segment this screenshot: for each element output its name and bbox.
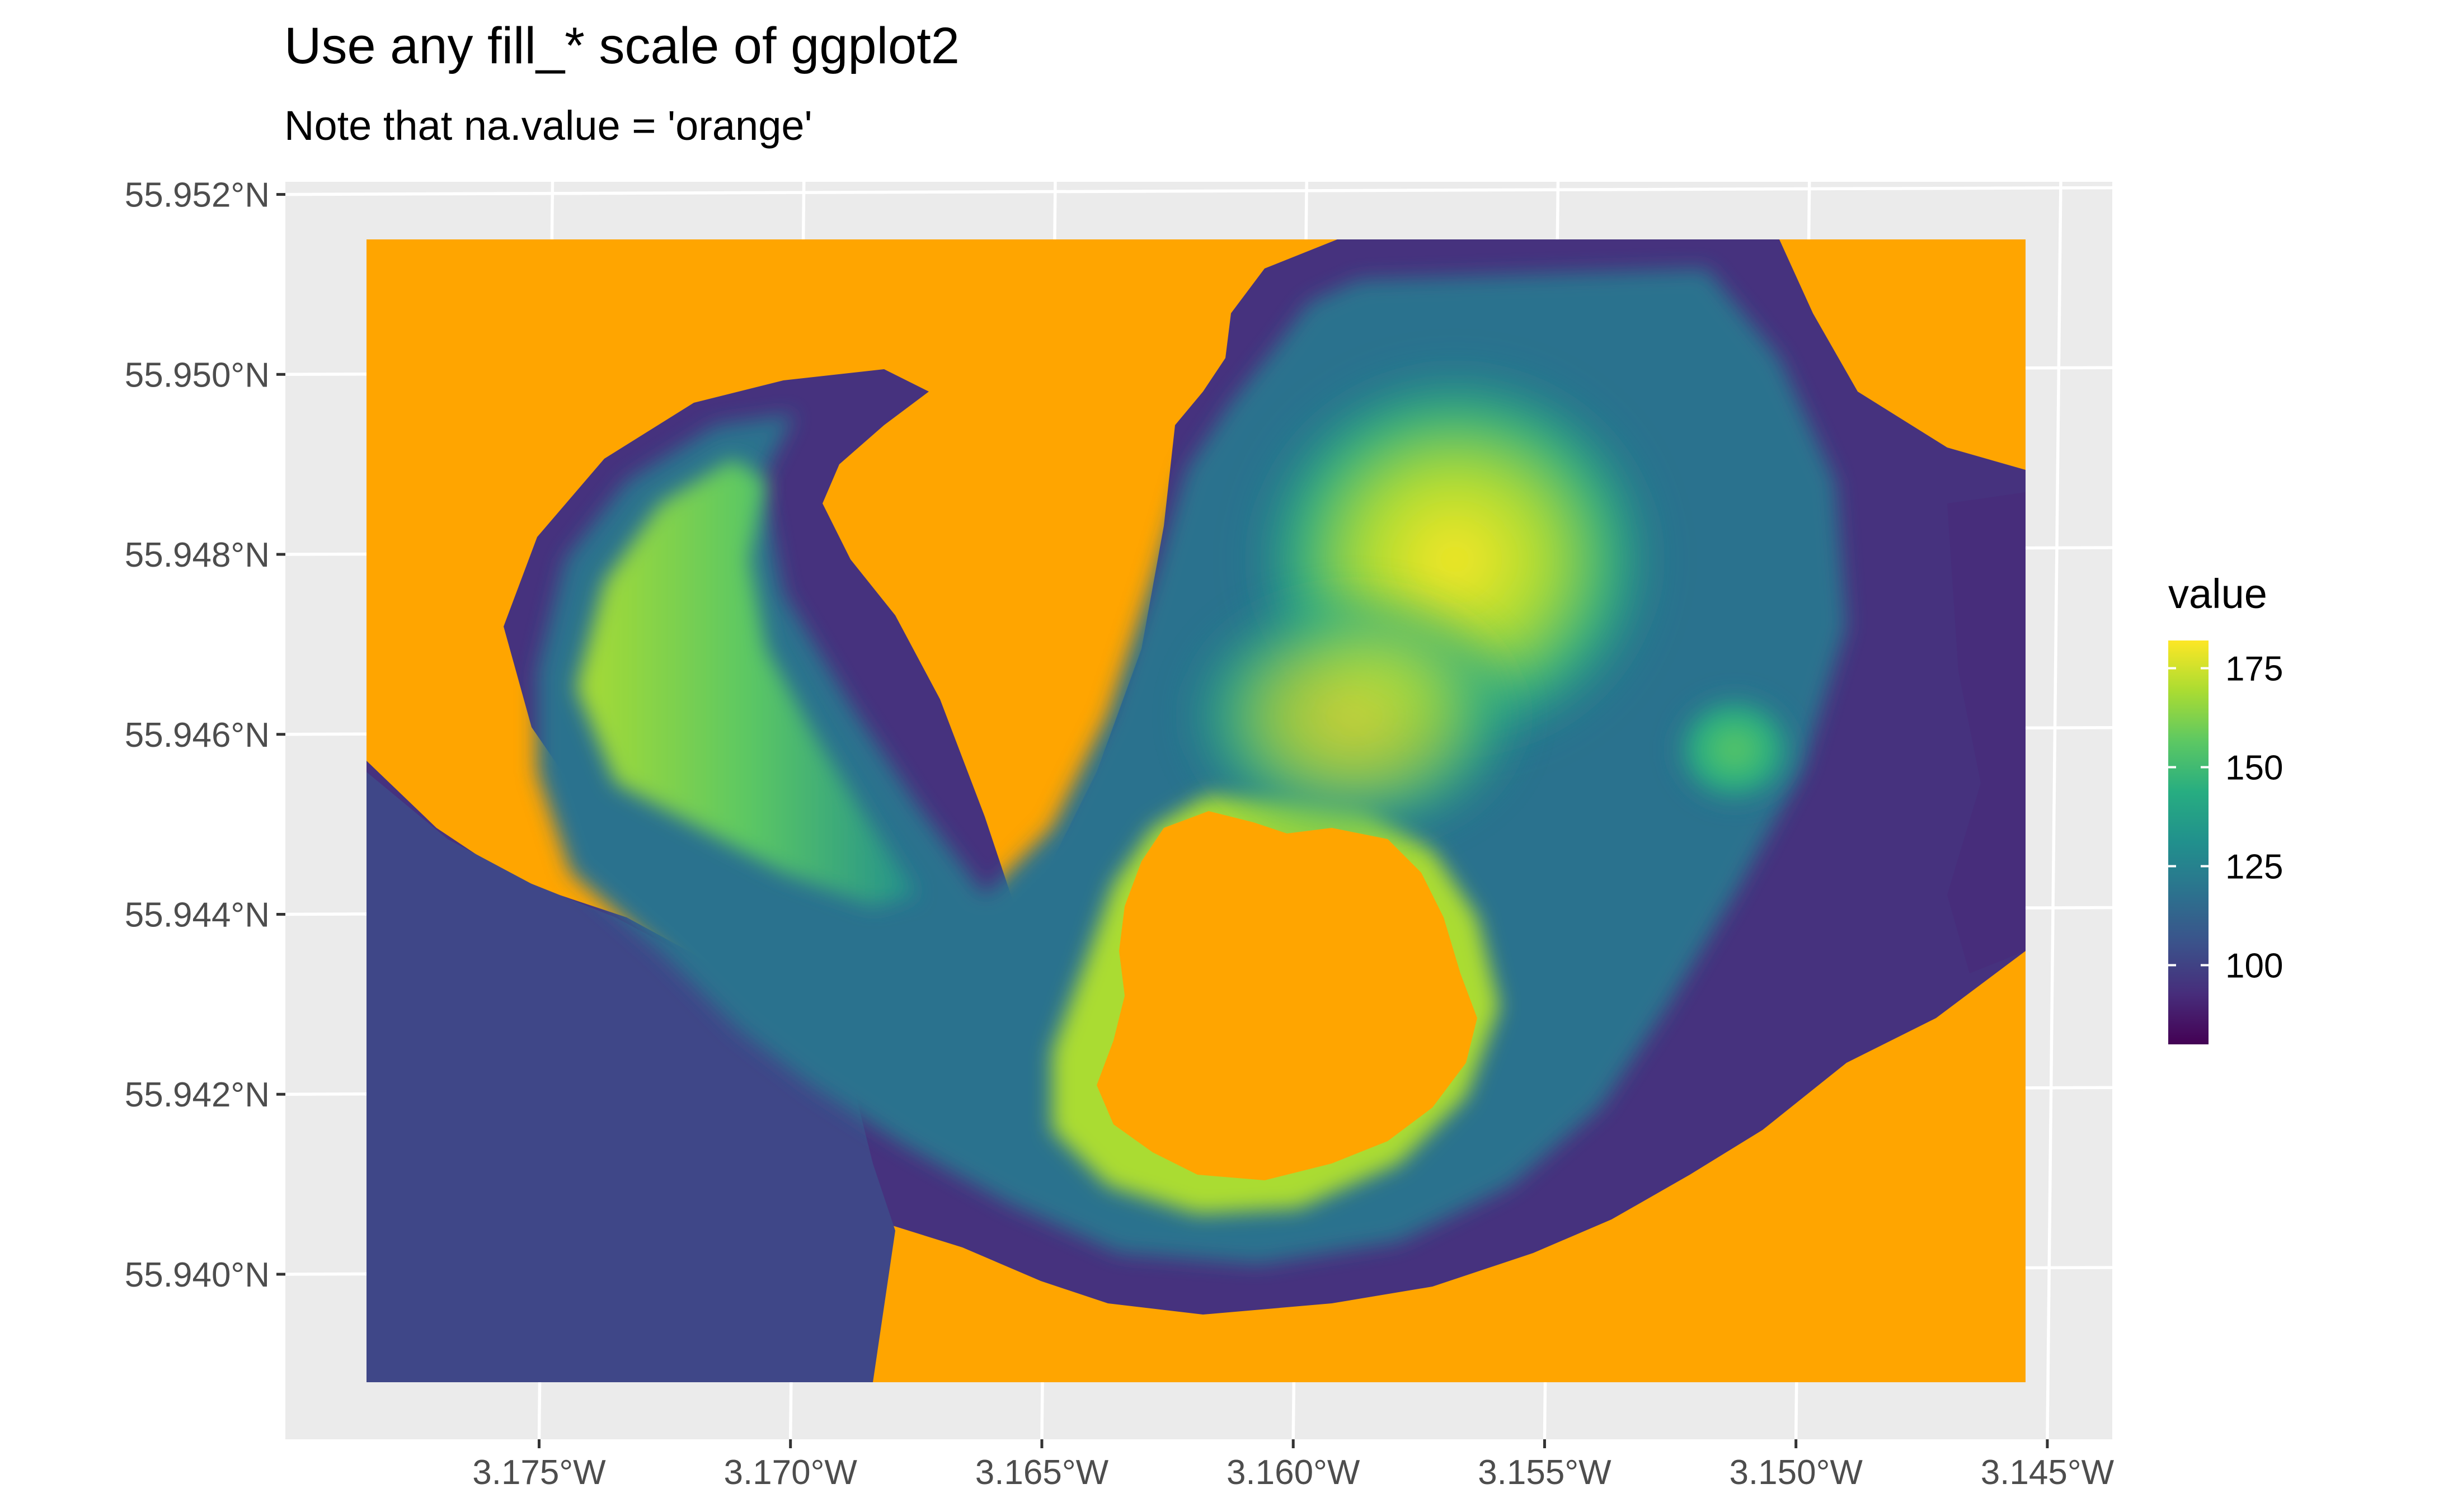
legend-title: value (2168, 571, 2267, 617)
raster-left-arm (576, 459, 918, 906)
y-tick-label: 55.946°N (125, 716, 270, 755)
legend-break-label: 125 (2225, 847, 2283, 886)
legend-break-label: 150 (2225, 749, 2283, 788)
x-tick-label: 3.165°W (975, 1453, 1109, 1492)
chart-subtitle: Note that na.value = 'orange' (284, 102, 812, 149)
y-tick-label: 55.942°N (125, 1076, 270, 1114)
raster-east-strip (1947, 492, 2026, 973)
y-tick-label: 55.948°N (125, 536, 270, 574)
raster-east-hill (1667, 688, 1802, 811)
x-tick-label: 3.175°W (472, 1453, 606, 1492)
y-tick-label: 55.940°N (125, 1256, 270, 1294)
x-tick-label: 3.145°W (1981, 1453, 2115, 1492)
raster-crater-na (1097, 811, 1477, 1180)
legend-breaks: 100 125 150 175 (2168, 650, 2283, 985)
y-tick-label: 55.944°N (125, 896, 270, 934)
y-axis: 55.952°N 55.950°N 55.948°N 55.946°N 55.944°N… (125, 176, 285, 1294)
legend-break-label: 175 (2225, 650, 2283, 689)
grid-line-x (2046, 181, 2062, 1440)
x-tick-label: 3.170°W (723, 1453, 857, 1492)
x-tick-label: 3.150°W (1729, 1453, 1863, 1492)
legend: value 100 125 150 175 (2168, 571, 2283, 1044)
raster-summit-ridge (1186, 593, 1522, 839)
y-tick-label: 55.952°N (125, 176, 270, 215)
grid-line-y (285, 186, 2113, 196)
x-tick-label: 3.160°W (1227, 1453, 1360, 1492)
x-tick-label: 3.155°W (1478, 1453, 1611, 1492)
chart-title: Use any fill_* scale of ggplot2 (284, 17, 960, 74)
y-tick-label: 55.950°N (125, 356, 270, 394)
legend-break-label: 100 (2225, 946, 2283, 985)
raster-town-area (367, 772, 895, 1382)
legend-colorbar (2168, 640, 2209, 1044)
raster-layer (367, 239, 2026, 1382)
x-axis: 3.175°W 3.170°W 3.165°W 3.160°W 3.155°W 3.150… (472, 1439, 2115, 1492)
